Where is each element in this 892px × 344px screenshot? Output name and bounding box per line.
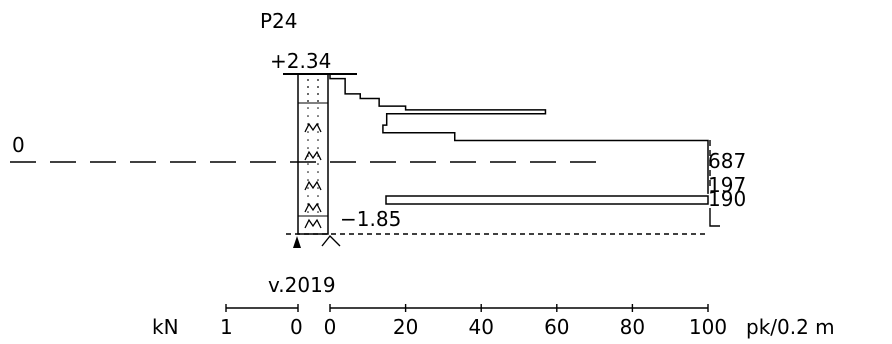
silt-symbol xyxy=(305,220,321,228)
fill-dot xyxy=(317,139,319,141)
fill-dot xyxy=(307,171,309,173)
blow-tick-label: 80 xyxy=(620,315,645,339)
fill-dot xyxy=(317,107,319,109)
stone-symbol-icon xyxy=(322,236,340,246)
fill-dot xyxy=(307,195,309,197)
blow-tick-label: 40 xyxy=(468,315,493,339)
fill-dot xyxy=(317,79,319,81)
fill-hatch xyxy=(307,79,319,213)
blow-tick-label: 100 xyxy=(689,315,727,339)
soil-column xyxy=(298,74,328,234)
silt-symbol xyxy=(305,124,321,132)
blow-tick-label: 20 xyxy=(393,315,418,339)
fill-dot xyxy=(317,187,319,189)
bottom-elevation-label: −1.85 xyxy=(340,207,401,231)
fill-dot xyxy=(317,86,319,88)
silt-symbol xyxy=(305,204,321,212)
point-id-label: P24 xyxy=(260,9,298,33)
blow-tick-label: 0 xyxy=(324,315,337,339)
fill-dot xyxy=(317,131,319,133)
fill-dot xyxy=(317,93,319,95)
fill-dot xyxy=(317,211,319,213)
stop-triangle-icon xyxy=(293,236,301,248)
fill-dot xyxy=(307,100,309,102)
fill-dot xyxy=(317,195,319,197)
year-label: v.2019 xyxy=(268,273,336,297)
fill-dot xyxy=(317,100,319,102)
fill-dot xyxy=(317,147,319,149)
silt-symbol xyxy=(305,152,321,160)
fill-dot xyxy=(307,211,309,213)
fill-dot xyxy=(307,131,309,133)
fill-dot xyxy=(307,79,309,81)
reference-level-label: 0 xyxy=(12,133,25,157)
kn-unit-label: kN xyxy=(152,315,179,339)
lower-hard-layer-bar xyxy=(386,196,708,204)
fill-dot xyxy=(317,171,319,173)
fill-dot xyxy=(307,107,309,109)
fill-dot xyxy=(307,163,309,165)
scale-bar: kN 1 0 0 20 40 60 80 100 pk/0.2 m xyxy=(152,304,835,339)
blow-value-190: 190 xyxy=(708,187,746,211)
fill-dot xyxy=(307,115,309,117)
penetration-step-graph xyxy=(330,74,708,194)
fill-dot xyxy=(307,139,309,141)
fill-dot xyxy=(317,179,319,181)
blow-scale-tick-labels: 0 20 40 60 80 100 xyxy=(324,315,727,339)
fill-dot xyxy=(307,147,309,149)
fill-dot xyxy=(317,163,319,165)
blow-tick-label: 60 xyxy=(544,315,569,339)
top-elevation-label: +2.34 xyxy=(270,49,331,73)
fill-dot xyxy=(307,93,309,95)
blow-unit-label: pk/0.2 m xyxy=(746,315,835,339)
fill-dot xyxy=(307,179,309,181)
fill-dot xyxy=(317,115,319,117)
kn-tick-label-0: 0 xyxy=(290,315,303,339)
kn-tick-label-1: 1 xyxy=(220,315,233,339)
fill-dot xyxy=(307,187,309,189)
blow-value-687: 687 xyxy=(708,149,746,173)
silt-symbol xyxy=(305,182,321,190)
fill-dot xyxy=(307,86,309,88)
